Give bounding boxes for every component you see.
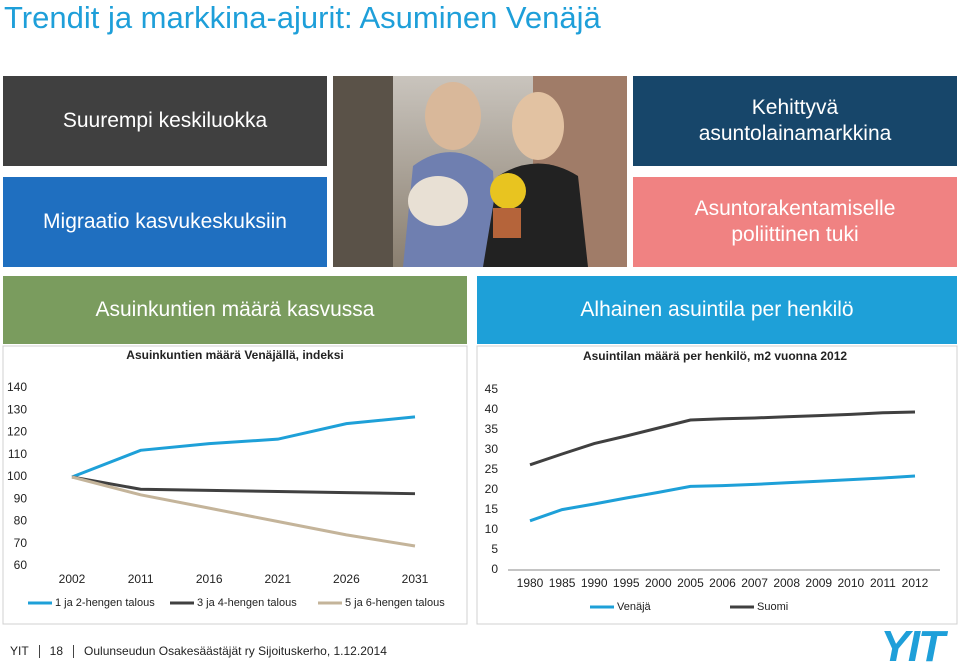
box: Alhainen asuintila per henkilö bbox=[477, 276, 957, 344]
data-line bbox=[529, 474, 916, 523]
x-tick-label: 2007 bbox=[741, 576, 768, 590]
x-tick-label: 1990 bbox=[581, 576, 608, 590]
x-tick-label: 1985 bbox=[549, 576, 576, 590]
x-tick-label: 2026 bbox=[333, 572, 360, 586]
chart-title: Asuintilan määrä per henkilö, m2 vuonna … bbox=[583, 349, 847, 363]
y-tick-label: 140 bbox=[7, 380, 27, 394]
x-tick-label: 2021 bbox=[264, 572, 291, 586]
legend-label: 1 ja 2-hengen talous bbox=[55, 597, 155, 609]
footer-event: Oulunseudun Osakesäästäjät ry Sijoituske… bbox=[84, 644, 387, 658]
x-tick-label: 2002 bbox=[59, 572, 86, 586]
x-tick-label: 2016 bbox=[196, 572, 223, 586]
separator bbox=[38, 645, 40, 659]
y-tick-label: 10 bbox=[485, 522, 499, 536]
footer-company: YIT bbox=[10, 644, 29, 658]
data-line bbox=[71, 475, 416, 548]
x-tick-label: 2000 bbox=[645, 576, 672, 590]
y-tick-label: 130 bbox=[7, 402, 27, 416]
legend-label: Venäjä bbox=[617, 601, 652, 613]
footer: YIT 18 Oulunseudun Osakesäästäjät ry Sijoi… bbox=[10, 644, 387, 659]
x-tick-label: 2012 bbox=[902, 576, 929, 590]
y-tick-label: 30 bbox=[485, 442, 499, 456]
slide-title: Trendit ja markkina-ajurit: Asuminen Ven… bbox=[4, 0, 601, 35]
box: Kehittyvä asuntolainamarkkina bbox=[633, 76, 957, 166]
y-tick-label: 45 bbox=[485, 382, 499, 396]
logo: YIT bbox=[880, 622, 945, 666]
box: Suurempi keskiluokka bbox=[3, 76, 327, 166]
x-tick-label: 2011 bbox=[128, 572, 154, 586]
y-tick-label: 5 bbox=[491, 542, 498, 556]
y-tick-label: 0 bbox=[491, 562, 498, 576]
x-tick-label: 1980 bbox=[517, 576, 544, 590]
box: Asuntorakentamiselle poliittinen tuki bbox=[633, 177, 957, 267]
x-tick-label: 2011 bbox=[870, 576, 896, 590]
data-line bbox=[71, 415, 416, 479]
data-line bbox=[529, 410, 916, 467]
data-line bbox=[71, 475, 416, 496]
chart-frame bbox=[476, 345, 958, 625]
legend-label: 5 ja 6-hengen talous bbox=[345, 597, 445, 609]
y-tick-label: 120 bbox=[7, 425, 27, 439]
y-tick-label: 25 bbox=[485, 462, 499, 476]
footer-page: 18 bbox=[49, 644, 64, 658]
box: Migraatio kasvukeskuksiin bbox=[3, 177, 327, 267]
y-tick-label: 110 bbox=[8, 447, 27, 461]
y-tick-label: 20 bbox=[485, 482, 499, 496]
y-tick-label: 80 bbox=[14, 514, 28, 528]
y-tick-label: 60 bbox=[14, 558, 28, 572]
photo bbox=[333, 76, 627, 267]
y-tick-label: 35 bbox=[485, 422, 499, 436]
chart-title: Asuinkuntien määrä Venäjällä, indeksi bbox=[126, 348, 343, 362]
chart-frame bbox=[2, 345, 468, 625]
y-tick-label: 100 bbox=[7, 469, 27, 483]
x-tick-label: 2006 bbox=[709, 576, 736, 590]
y-tick-label: 40 bbox=[485, 402, 499, 416]
legend-label: Suomi bbox=[757, 601, 788, 613]
y-tick-label: 90 bbox=[14, 491, 28, 505]
y-tick-label: 15 bbox=[485, 502, 499, 516]
box: Asuinkuntien määrä kasvussa bbox=[3, 276, 467, 344]
x-tick-label: 2009 bbox=[805, 576, 832, 590]
x-tick-label: 2008 bbox=[773, 576, 800, 590]
x-tick-label: 2010 bbox=[837, 576, 864, 590]
x-tick-label: 1995 bbox=[613, 576, 640, 590]
separator bbox=[73, 645, 75, 659]
legend-label: 3 ja 4-hengen talous bbox=[197, 597, 297, 609]
x-tick-label: 2005 bbox=[677, 576, 704, 590]
x-tick-label: 2031 bbox=[402, 572, 429, 586]
y-tick-label: 70 bbox=[14, 536, 28, 550]
